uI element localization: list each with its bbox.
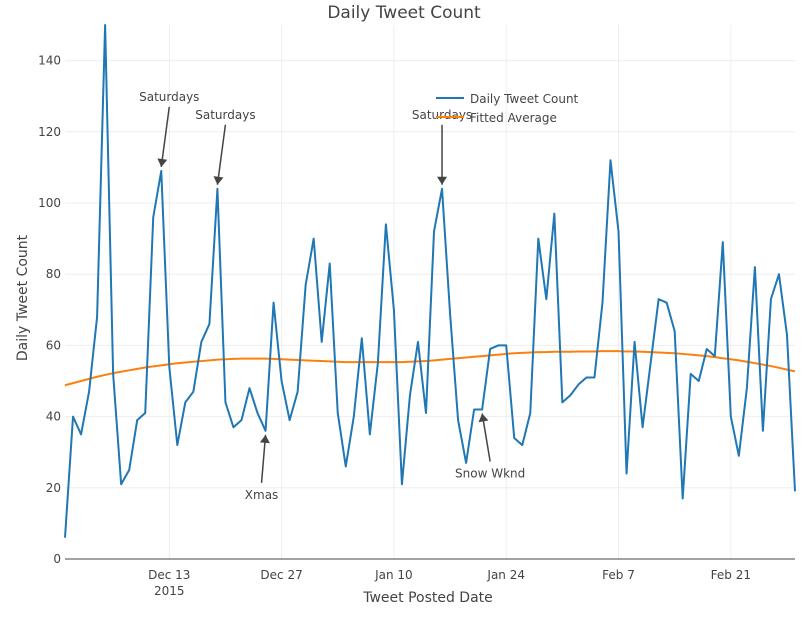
y-tick-label: 60 xyxy=(46,338,61,352)
y-tick-label: 80 xyxy=(46,267,61,281)
annotation-label: Xmas xyxy=(245,488,279,502)
annotation-label: Saturdays xyxy=(412,108,472,122)
x-tick-label: Dec 13 xyxy=(148,568,190,582)
annotation-label: Snow Wknd xyxy=(455,466,525,480)
daily-count-layer xyxy=(64,24,796,538)
y-tick-label: 20 xyxy=(46,481,61,495)
annotation: Saturdays xyxy=(412,108,472,185)
annotation: Xmas xyxy=(245,434,279,502)
x-tick-label: Dec 27 xyxy=(260,568,302,582)
annotation: Saturdays xyxy=(195,108,256,185)
annotation-arrow-line xyxy=(260,434,267,483)
fitted-average-layer xyxy=(64,350,796,387)
annotations: Saturdays Saturdays Xmas Saturdays Snow Wknd xyxy=(139,90,525,502)
annotation-arrowhead xyxy=(259,434,270,444)
annotation-label: Saturdays xyxy=(139,90,199,104)
x-tick-label: Jan 24 xyxy=(486,568,525,582)
y-tick-label: 100 xyxy=(38,196,61,210)
chart-title: Daily Tweet Count xyxy=(327,3,481,23)
y-tick-label: 40 xyxy=(46,410,61,424)
annotation-label: Saturdays xyxy=(195,108,255,122)
x-tick-sublabel: 2015 xyxy=(154,584,185,598)
annotation-arrow-line xyxy=(160,106,171,168)
y-tick-label: 120 xyxy=(38,125,61,139)
y-tick-label: 140 xyxy=(38,54,61,68)
annotation-arrowhead xyxy=(157,158,168,167)
annotation-arrow-line xyxy=(216,124,227,185)
annotation-arrow-line xyxy=(481,413,491,462)
legend: Daily Tweet Count Fitted Average xyxy=(436,92,579,125)
x-tick-label: Feb 21 xyxy=(711,568,751,582)
annotation-arrowhead xyxy=(478,413,489,423)
axes: 0 20 40 60 80 100 120 140 Dec 13 2015 Dec 27 Jan 10… xyxy=(38,54,795,598)
series-line-daily-tweet-count xyxy=(64,24,796,538)
annotation-arrowhead xyxy=(437,176,448,185)
y-axis-title: Daily Tweet Count xyxy=(15,234,31,361)
annotation: Saturdays xyxy=(139,90,199,168)
x-tick-label: Feb 7 xyxy=(602,568,635,582)
x-axis-title: Tweet Posted Date xyxy=(362,590,493,606)
grid xyxy=(65,25,795,559)
x-tick-label: Jan 10 xyxy=(374,568,413,582)
y-tick-label: 0 xyxy=(53,552,61,566)
annotation: Snow Wknd xyxy=(455,413,525,480)
legend-label-daily-tweet-count: Daily Tweet Count xyxy=(470,92,579,106)
annotation-arrowhead xyxy=(213,176,224,185)
legend-label-fitted-average: Fitted Average xyxy=(470,111,557,125)
series-line-fitted-average xyxy=(64,350,796,387)
